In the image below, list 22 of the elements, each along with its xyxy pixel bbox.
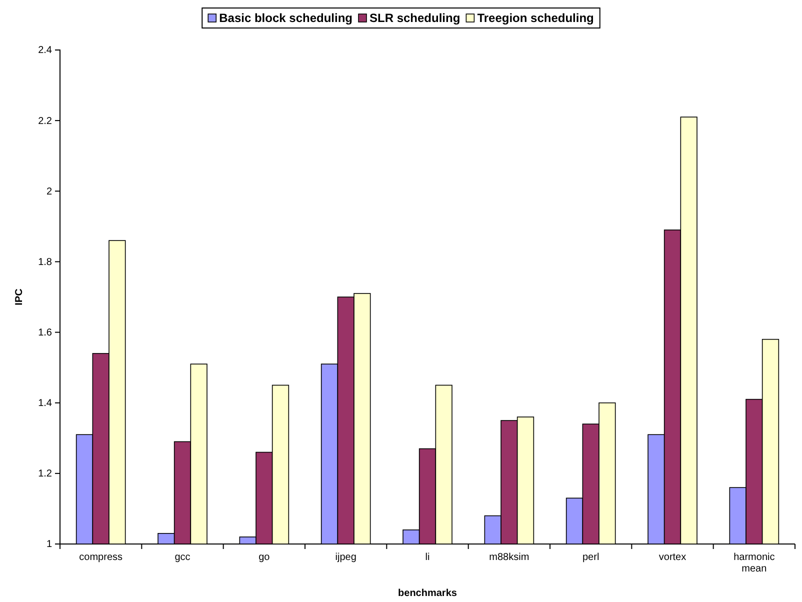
x-tick-label: compress — [79, 552, 123, 563]
x-tick-label: m88ksim — [489, 552, 530, 563]
x-tick-label: li — [425, 552, 430, 563]
y-tick-label: 1.2 — [38, 468, 52, 480]
y-tick-label: 2 — [46, 186, 52, 198]
x-tick-label: perl — [582, 552, 600, 563]
y-tick-label: 1.8 — [38, 256, 52, 268]
y-tick-label: 2.4 — [38, 45, 52, 56]
y-tick-label: 1.6 — [38, 327, 52, 338]
y-tick-label: 1 — [46, 539, 52, 550]
x-tick-label: harmonic mean — [734, 552, 775, 574]
x-tick-label: go — [258, 552, 270, 563]
x-axis-title: benchmarks — [398, 588, 458, 599]
legend-label: SLR scheduling — [370, 11, 460, 25]
legend-label: Treegion scheduling — [477, 11, 594, 25]
x-tick-label: vortex — [658, 552, 686, 563]
legend-label: Basic block scheduling — [219, 11, 352, 25]
y-tick-label: 1.4 — [38, 398, 52, 410]
x-tick-label: gcc — [174, 552, 190, 563]
y-axis-title: IPC — [14, 288, 25, 306]
y-tick-label: 2.2 — [38, 116, 52, 127]
x-tick-label: ijpeg — [335, 552, 356, 563]
